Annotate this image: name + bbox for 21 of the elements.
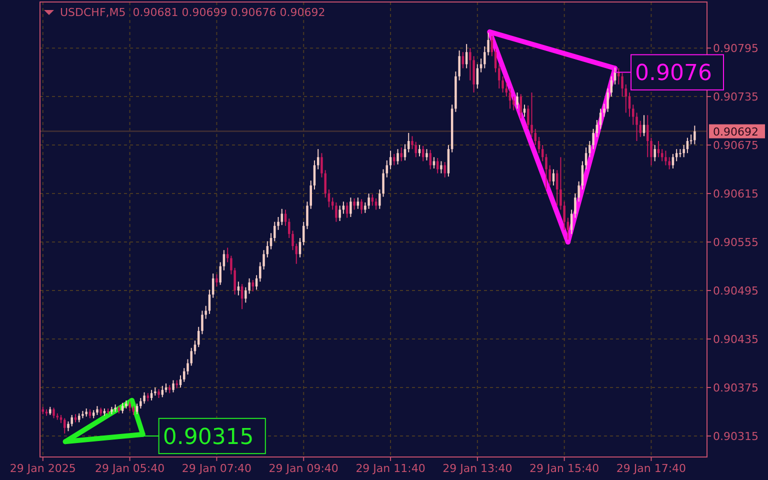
- ref-line-label: 0.90692: [713, 125, 758, 138]
- chart-title: USDCHF,M5 0.90681 0.90699 0.90676 0.90692: [60, 6, 326, 19]
- x-tick-label: 29 Jan 07:40: [182, 462, 252, 475]
- x-tick-label: 29 Jan 13:40: [442, 462, 512, 475]
- y-tick-label: 0.90735: [713, 90, 758, 104]
- x-tick-label: 29 Jan 15:40: [530, 462, 600, 475]
- y-tick-label: 0.90795: [713, 42, 758, 56]
- y-tick-label: 0.90615: [713, 188, 758, 201]
- annotation: 0.9076: [635, 61, 712, 86]
- y-tick-label: 0.90375: [713, 381, 758, 394]
- x-tick-label: 29 Jan 11:40: [356, 462, 426, 475]
- y-tick-label: 0.90555: [713, 236, 758, 250]
- x-tick-label: 29 Jan 2025: [10, 462, 76, 475]
- x-tick-label: 29 Jan 09:40: [268, 462, 338, 475]
- x-tick-label: 29 Jan 17:40: [616, 462, 686, 475]
- y-tick-label: 0.90495: [713, 284, 758, 298]
- y-tick-label: 0.90435: [713, 333, 758, 346]
- y-tick-label: 0.90675: [713, 139, 758, 152]
- x-tick-label: 29 Jan 05:40: [94, 462, 165, 475]
- annotation: 0.90315: [162, 424, 254, 450]
- y-tick-label: 0.90315: [713, 430, 758, 443]
